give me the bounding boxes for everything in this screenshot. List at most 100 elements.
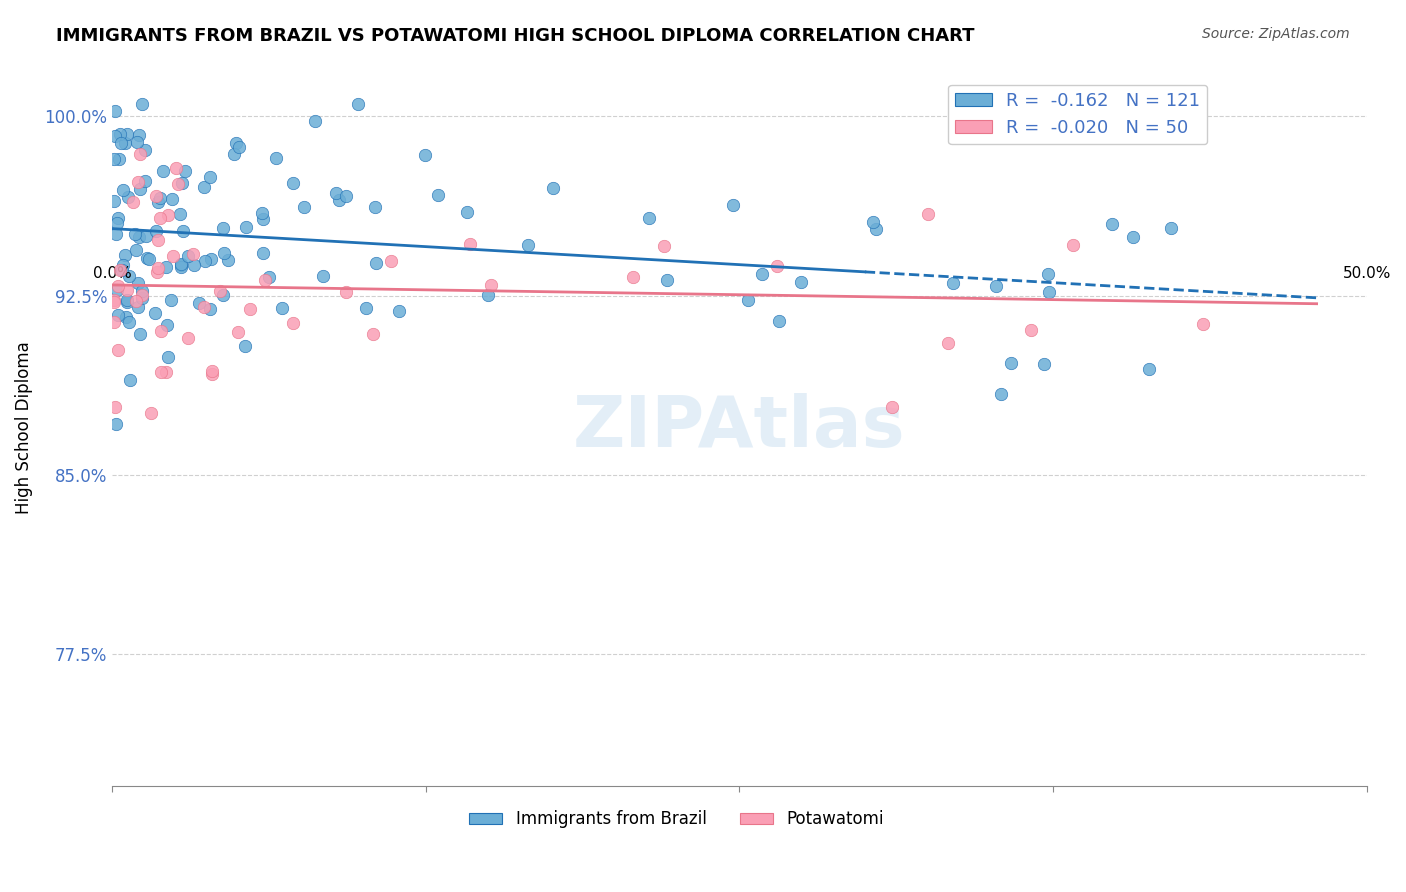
- Point: [125, 135, 148, 149]
- Point: [212, 288, 235, 302]
- Point: [105, 283, 128, 297]
- Point: [110, 262, 132, 277]
- Point: [127, 300, 149, 314]
- Point: [541, 181, 564, 195]
- Point: [942, 276, 965, 290]
- Point: [107, 279, 129, 293]
- Point: [157, 208, 180, 222]
- Point: [146, 265, 169, 279]
- Point: [1122, 229, 1144, 244]
- Point: [114, 248, 136, 262]
- Point: [751, 267, 773, 281]
- Point: [104, 227, 127, 242]
- Point: [128, 128, 150, 142]
- Point: [103, 194, 125, 209]
- Point: [254, 273, 277, 287]
- Point: [114, 136, 136, 150]
- Point: [108, 128, 131, 142]
- Point: [200, 170, 222, 185]
- Point: [721, 198, 744, 212]
- Point: [458, 237, 481, 252]
- Point: [104, 401, 127, 415]
- Point: [169, 207, 191, 221]
- Point: [193, 300, 215, 314]
- Point: [122, 194, 145, 209]
- Point: [292, 200, 315, 214]
- Point: [652, 238, 675, 252]
- Point: [880, 400, 903, 414]
- Point: [131, 284, 153, 298]
- Point: [135, 228, 157, 243]
- Point: [1038, 285, 1060, 300]
- Point: [117, 293, 139, 308]
- Point: [156, 351, 179, 365]
- Point: [209, 285, 232, 299]
- Point: [354, 301, 377, 315]
- Point: [118, 315, 141, 329]
- Point: [252, 211, 274, 226]
- Point: [193, 180, 215, 194]
- Point: [517, 237, 540, 252]
- Point: [790, 275, 813, 289]
- Point: [1036, 267, 1059, 281]
- Point: [134, 173, 156, 187]
- Point: [1101, 217, 1123, 231]
- Point: [128, 229, 150, 244]
- Point: [107, 211, 129, 225]
- Point: [131, 288, 153, 302]
- Point: [160, 293, 183, 307]
- Point: [479, 277, 502, 292]
- Point: [200, 252, 222, 266]
- Point: [172, 224, 194, 238]
- Point: [107, 308, 129, 322]
- Point: [103, 294, 125, 309]
- Point: [1019, 323, 1042, 337]
- Point: [172, 176, 194, 190]
- Point: [655, 273, 678, 287]
- Point: [252, 245, 274, 260]
- Point: [127, 276, 149, 290]
- Point: [228, 140, 250, 154]
- Point: [149, 191, 172, 205]
- Point: [150, 365, 173, 379]
- Point: [155, 260, 177, 275]
- Point: [156, 318, 179, 332]
- Point: [146, 195, 169, 210]
- Text: IMMIGRANTS FROM BRAZIL VS POTAWATOMI HIGH SCHOOL DIPLOMA CORRELATION CHART: IMMIGRANTS FROM BRAZIL VS POTAWATOMI HIG…: [56, 27, 974, 45]
- Point: [304, 113, 326, 128]
- Point: [115, 284, 138, 298]
- Point: [115, 295, 138, 310]
- Point: [380, 254, 402, 268]
- Point: [108, 152, 131, 166]
- Point: [110, 136, 132, 151]
- Point: [118, 268, 141, 283]
- Point: [862, 215, 884, 229]
- Point: [148, 211, 170, 225]
- Point: [170, 260, 193, 274]
- Point: [181, 246, 204, 260]
- Point: [201, 364, 224, 378]
- Point: [141, 407, 163, 421]
- Text: ZIPAtlas: ZIPAtlas: [574, 392, 905, 462]
- Point: [477, 288, 499, 302]
- Point: [103, 152, 125, 166]
- Point: [250, 206, 273, 220]
- Point: [131, 291, 153, 305]
- Point: [145, 224, 167, 238]
- Point: [413, 148, 436, 162]
- Point: [166, 178, 188, 192]
- Point: [136, 251, 159, 265]
- Point: [364, 256, 387, 270]
- Point: [145, 188, 167, 202]
- Point: [169, 257, 191, 271]
- Point: [105, 217, 128, 231]
- Point: [146, 260, 169, 275]
- Point: [129, 326, 152, 341]
- Point: [177, 331, 200, 345]
- Point: [134, 144, 156, 158]
- Point: [148, 233, 170, 247]
- Point: [936, 336, 959, 351]
- Point: [363, 326, 385, 341]
- Text: Source: ZipAtlas.com: Source: ZipAtlas.com: [1202, 27, 1350, 41]
- Point: [170, 258, 193, 272]
